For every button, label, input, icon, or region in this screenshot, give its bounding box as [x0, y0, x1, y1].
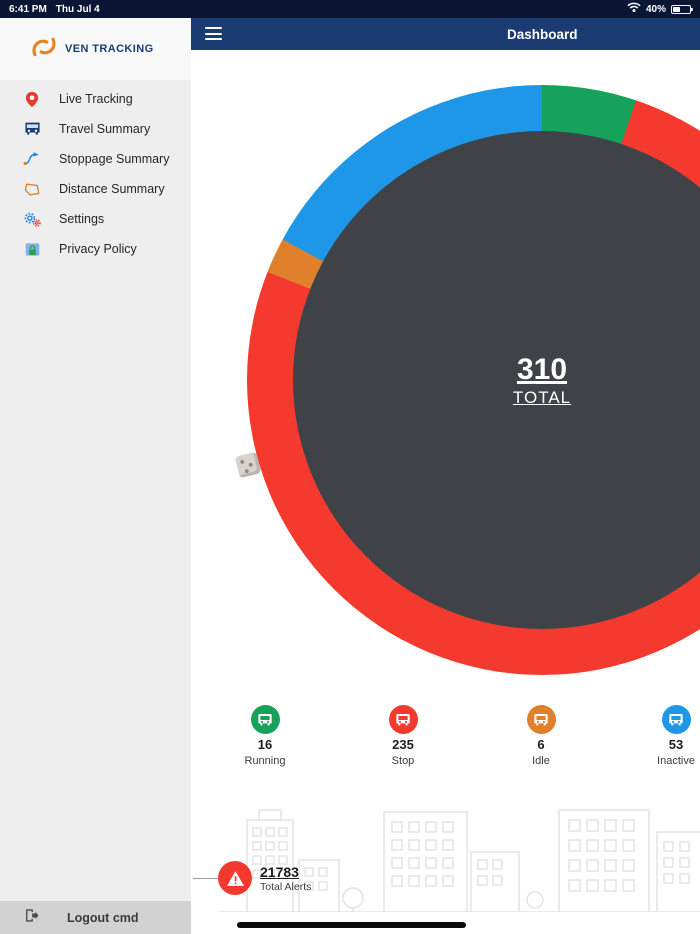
sidebar-item-live-tracking[interactable]: Live Tracking — [0, 84, 191, 114]
battery-percent: 40% — [645, 3, 666, 15]
alert-text: 21783 Total Alerts — [260, 864, 311, 893]
route-arrows-icon — [22, 151, 42, 167]
status-date: Thu Jul 4 — [55, 3, 100, 15]
sidebar-item-privacy-policy[interactable]: Privacy Policy — [0, 234, 191, 264]
idle-vehicle-icon — [526, 705, 556, 734]
total-alerts-badge[interactable]: 21783 Total Alerts — [193, 861, 311, 895]
sidebar-menu: Live Tracking Travel Summary Stoppage Su… — [0, 80, 191, 264]
donut-ring[interactable]: 310 TOTAL — [247, 85, 700, 675]
stat-running[interactable]: 16 Running — [220, 705, 310, 767]
stat-label: Inactive — [657, 755, 695, 767]
alert-warning-icon — [218, 861, 252, 895]
app-header: Dashboard — [191, 18, 700, 50]
stat-label: Stop — [391, 755, 415, 767]
logout-label: Logout cmd — [67, 910, 139, 925]
battery-icon — [671, 4, 693, 14]
privacy-lock-icon — [22, 242, 42, 257]
hamburger-menu-icon[interactable] — [205, 27, 222, 40]
stat-label: Running — [244, 755, 286, 767]
stat-value: 235 — [392, 737, 414, 752]
home-indicator[interactable] — [237, 922, 466, 928]
sidebar: VEN TRACKING Live Tracking Travel Summar… — [0, 18, 191, 934]
gears-icon — [22, 211, 42, 228]
total-label: TOTAL — [512, 387, 572, 407]
stop-vehicle-icon — [388, 705, 418, 734]
stat-inactive[interactable]: 53 Inactive — [631, 705, 700, 767]
sidebar-item-stoppage-summary[interactable]: Stoppage Summary — [0, 144, 191, 174]
logout-button[interactable]: Logout cmd — [0, 901, 191, 934]
location-pin-icon — [22, 91, 42, 108]
sidebar-item-label: Distance Summary — [59, 182, 165, 196]
wifi-icon — [627, 2, 641, 16]
sidebar-item-settings[interactable]: Settings — [0, 204, 191, 234]
logout-icon — [24, 908, 39, 928]
sidebar-item-label: Live Tracking — [59, 92, 133, 106]
alert-value: 21783 — [260, 863, 299, 880]
logo-area: VEN TRACKING — [0, 18, 191, 80]
alert-label: Total Alerts — [260, 880, 312, 893]
stat-value: 16 — [257, 737, 273, 752]
truck-icon — [22, 121, 42, 137]
sidebar-item-label: Settings — [59, 212, 105, 226]
main-content: 310 TOTAL 16 Running 235 Stop 6 Idle — [191, 50, 700, 934]
app-logo-icon — [30, 35, 58, 64]
stat-value: 6 — [537, 737, 545, 752]
stat-stop[interactable]: 235 Stop — [358, 705, 448, 767]
status-bar: 6:41 PM Thu Jul 4 40% — [0, 0, 700, 18]
city-skyline-illustration — [219, 809, 700, 912]
inactive-vehicle-icon — [661, 705, 691, 734]
donut-center: 310 TOTAL — [293, 131, 700, 629]
stat-value: 53 — [668, 737, 684, 752]
sidebar-item-label: Privacy Policy — [59, 242, 137, 256]
sidebar-item-travel-summary[interactable]: Travel Summary — [0, 114, 191, 144]
status-time: 6:41 PM — [9, 3, 47, 15]
sidebar-item-label: Stoppage Summary — [59, 152, 170, 166]
status-left: 6:41 PM Thu Jul 4 — [9, 4, 100, 15]
stat-label: Idle — [532, 755, 550, 767]
sidebar-item-distance-summary[interactable]: Distance Summary — [0, 174, 191, 204]
running-vehicle-icon — [250, 705, 280, 734]
total-value: 310 — [516, 352, 568, 386]
polygon-area-icon — [22, 182, 42, 197]
page-title: Dashboard — [507, 27, 578, 42]
sidebar-item-label: Travel Summary — [59, 122, 151, 136]
status-right: 40% — [627, 2, 693, 16]
logo-text: VEN TRACKING — [65, 43, 154, 55]
alert-connector-line — [193, 877, 218, 879]
stat-idle[interactable]: 6 Idle — [496, 705, 586, 767]
